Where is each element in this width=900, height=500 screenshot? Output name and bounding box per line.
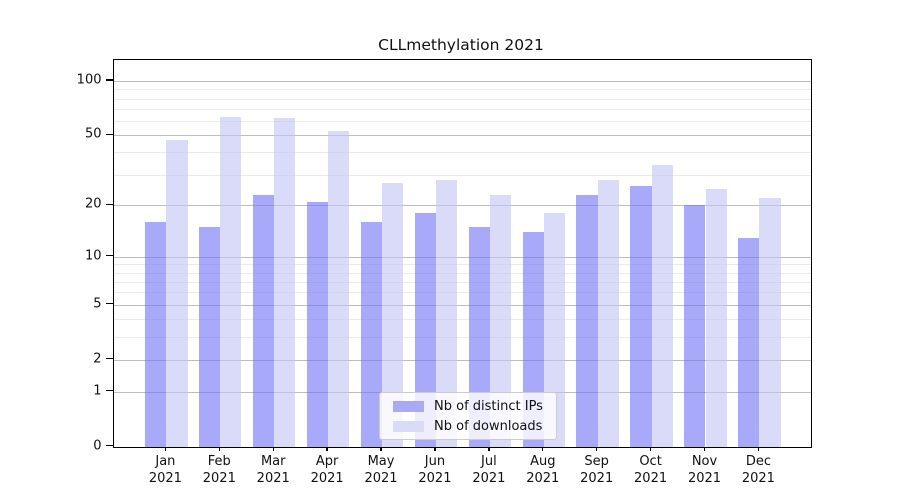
minor-gridline-8 — [113, 272, 811, 274]
legend-label-distinct-ips: Nb of distinct IPs — [434, 398, 543, 414]
bar-downloads-apr — [328, 130, 350, 447]
minor-gridline-3 — [113, 336, 811, 338]
x-tick-label-mar: Mar 2021 — [256, 454, 290, 486]
x-tick-label-feb: Feb 2021 — [202, 454, 236, 486]
bar-distinct-ips-apr — [306, 201, 329, 447]
bar-downloads-jun — [435, 179, 458, 447]
legend-label-downloads: Nb of downloads — [434, 418, 543, 434]
major-gridline-50 — [113, 135, 811, 137]
bar-distinct-ips-mar — [253, 194, 275, 447]
bar-distinct-ips-jun — [414, 213, 436, 447]
bar-distinct-ips-dec — [738, 237, 760, 447]
major-gridline-2 — [113, 359, 811, 361]
y-tick-label-1: 1 — [93, 383, 102, 399]
legend-swatch-downloads — [393, 420, 424, 432]
x-tick-label-oct: Oct 2021 — [634, 454, 668, 486]
y-tick-1 — [105, 389, 113, 392]
bar-distinct-ips-feb — [199, 227, 221, 447]
bar-downloads-feb — [220, 117, 242, 447]
x-tick-jun — [434, 446, 436, 452]
y-tick-label-2: 2 — [93, 351, 102, 367]
legend-entry-downloads: Nb of downloads — [380, 419, 556, 434]
x-tick-label-nov: Nov 2021 — [687, 454, 722, 486]
x-tick-label-apr: Apr 2021 — [310, 454, 344, 486]
x-tick-feb — [218, 446, 220, 452]
bar-distinct-ips-oct — [630, 185, 652, 447]
bar-distinct-ips-may — [360, 222, 383, 447]
x-tick-jul — [488, 446, 490, 452]
x-tick-oct — [649, 446, 652, 452]
bar-distinct-ips-nov — [684, 205, 706, 447]
minor-gridline-30 — [113, 174, 811, 176]
minor-gridline-70 — [113, 109, 811, 110]
chart-title: CLLmethylation 2021 — [378, 36, 544, 54]
major-gridline-100 — [113, 81, 811, 83]
bar-downloads-aug — [543, 213, 565, 447]
minor-gridline-4 — [113, 319, 811, 321]
bar-downloads-jan — [166, 140, 188, 447]
y-tick-label-100: 100 — [76, 72, 102, 88]
y-tick-label-5: 5 — [93, 296, 102, 312]
bar-downloads-may — [382, 182, 404, 447]
bar-downloads-dec — [759, 198, 781, 447]
minor-gridline-80 — [113, 98, 811, 100]
x-tick-label-sep: Sep 2021 — [580, 454, 614, 486]
bar-distinct-ips-jan — [145, 222, 167, 447]
bar-downloads-mar — [274, 118, 296, 447]
major-gridline-20 — [113, 205, 811, 207]
y-tick-10 — [105, 254, 113, 257]
bar-downloads-sep — [597, 179, 619, 447]
x-tick-label-jan: Jan 2021 — [148, 454, 182, 486]
bar-downloads-jul — [489, 194, 512, 447]
bar-downloads-oct — [651, 165, 673, 447]
y-tick-5 — [105, 302, 113, 305]
plot-area — [112, 58, 812, 448]
minor-gridline-6 — [113, 292, 811, 294]
bar-distinct-ips-sep — [576, 194, 598, 447]
x-tick-mar — [272, 446, 274, 452]
x-tick-label-may: May 2021 — [364, 454, 398, 486]
y-tick-100 — [105, 79, 113, 81]
bar-downloads-nov — [705, 188, 727, 447]
y-tick-0 — [105, 444, 113, 447]
x-tick-may — [380, 446, 382, 452]
major-gridline-10 — [113, 256, 811, 258]
x-tick-label-dec: Dec 2021 — [741, 454, 775, 486]
x-tick-apr — [326, 446, 328, 452]
minor-gridline-40 — [113, 152, 811, 154]
bar-distinct-ips-jul — [468, 227, 490, 447]
minor-gridline-90 — [113, 89, 811, 91]
legend-entry-distinct-ips: Nb of distinct IPs — [380, 399, 556, 414]
x-tick-label-jun: Jun 2021 — [418, 454, 452, 486]
minor-gridline-7 — [113, 281, 811, 283]
y-tick-label-50: 50 — [84, 126, 102, 142]
x-tick-label-aug: Aug 2021 — [526, 454, 560, 486]
y-tick-label-20: 20 — [84, 196, 102, 212]
major-gridline-5 — [113, 304, 811, 306]
x-tick-aug — [542, 446, 544, 452]
legend: Nb of distinct IPs Nb of downloads — [379, 392, 557, 440]
legend-swatch-distinct-ips — [393, 400, 424, 412]
x-tick-label-jul: Jul 2021 — [472, 454, 506, 486]
x-tick-dec — [757, 446, 760, 452]
y-tick-label-0: 0 — [93, 438, 102, 453]
y-tick-2 — [105, 357, 113, 360]
x-tick-jan — [164, 446, 167, 452]
y-tick-label-10: 10 — [84, 248, 102, 264]
x-tick-nov — [703, 446, 706, 452]
y-tick-20 — [105, 203, 113, 206]
y-tick-50 — [105, 133, 113, 135]
minor-gridline-9 — [113, 264, 811, 266]
x-tick-sep — [595, 446, 598, 452]
minor-gridline-60 — [113, 121, 811, 123]
